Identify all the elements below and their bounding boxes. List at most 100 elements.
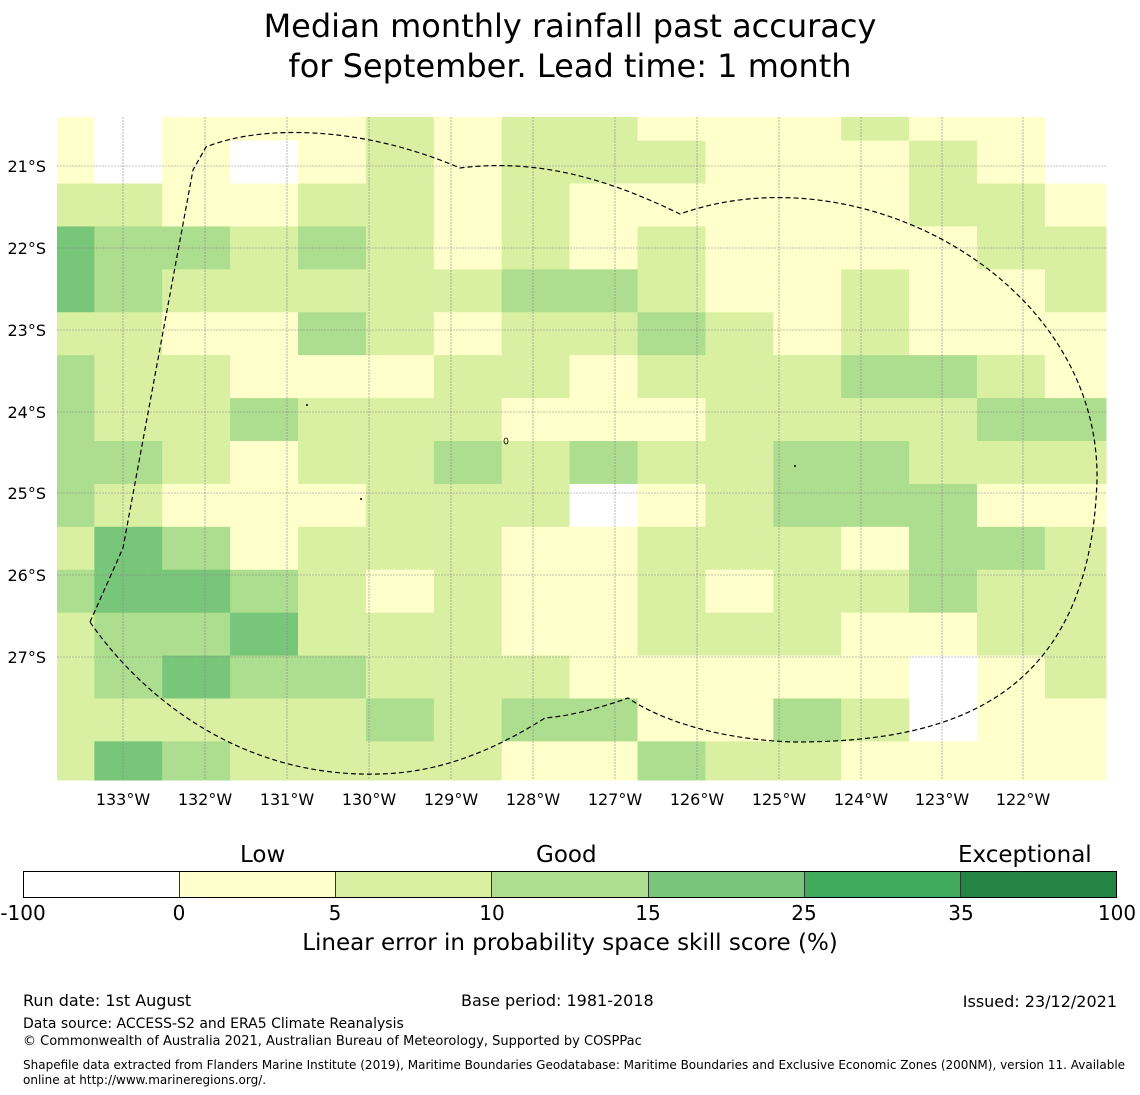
skill-grid-cell bbox=[705, 117, 774, 142]
skill-grid-cell bbox=[365, 398, 435, 442]
skill-grid-cell bbox=[705, 526, 774, 571]
skill-grid-cell bbox=[365, 312, 435, 356]
eez-boundary bbox=[89, 131, 1098, 775]
skill-grid-cell bbox=[298, 183, 367, 227]
skill-grid-cell bbox=[569, 140, 639, 185]
skill-grid-cell bbox=[57, 355, 95, 399]
skill-grid-cell bbox=[501, 483, 571, 528]
skill-grid-cell bbox=[1044, 269, 1107, 313]
shapefile-credit-line-2: online at http://www.marineregions.org/. bbox=[23, 1073, 267, 1087]
skill-grid-cell bbox=[162, 398, 231, 442]
longitude-label: 130°W bbox=[342, 790, 397, 809]
skill-grid-cell bbox=[298, 526, 367, 571]
skill-grid-cell bbox=[637, 312, 706, 356]
skill-grid-cell bbox=[298, 698, 367, 742]
latitude-labels: 21°S 22°S 23°S 24°S 25°S 26°S 27°S bbox=[7, 157, 46, 667]
skill-grid-cell bbox=[705, 140, 774, 185]
skill-grid-cell bbox=[230, 140, 299, 185]
skill-grid-cell bbox=[94, 117, 163, 142]
latitude-label: 22°S bbox=[7, 239, 46, 258]
skill-grid-cell bbox=[298, 569, 367, 614]
skill-grid-cell bbox=[841, 440, 910, 485]
skill-grid-cell bbox=[230, 183, 299, 227]
skill-grid-cell bbox=[365, 440, 435, 485]
skill-grid-cell bbox=[94, 655, 163, 699]
skill-grid-cell bbox=[94, 741, 163, 781]
skill-grid-cell bbox=[705, 398, 774, 442]
skill-grid-cell bbox=[1044, 526, 1107, 571]
skill-grid-cell bbox=[94, 569, 163, 614]
skill-grid-cell bbox=[230, 741, 299, 781]
skill-grid-cell bbox=[298, 655, 367, 699]
skill-grid-cell bbox=[569, 312, 639, 356]
map-title-line-2: for September. Lead time: 1 month bbox=[288, 47, 852, 85]
skill-grid-cell bbox=[773, 483, 842, 528]
colorbar bbox=[23, 871, 1117, 898]
skill-grid-cell bbox=[976, 140, 1046, 185]
colorbar-tick: 10 bbox=[479, 901, 505, 925]
colorbar-tick: 0 bbox=[172, 901, 186, 925]
skill-grid-cell bbox=[976, 526, 1046, 571]
skill-grid-cell bbox=[162, 526, 231, 571]
skill-grid-cell bbox=[1044, 440, 1107, 485]
skill-grid-cell bbox=[841, 741, 910, 781]
skill-grid-cell bbox=[94, 355, 163, 399]
skill-grid-cell bbox=[365, 698, 435, 742]
skill-grid-cell bbox=[773, 269, 842, 313]
skill-grid-cell bbox=[569, 269, 639, 313]
skill-grid-cell bbox=[433, 183, 503, 227]
skill-grid-cell bbox=[976, 612, 1046, 657]
skill-grid-cell bbox=[773, 569, 842, 614]
skill-grid-cell bbox=[909, 140, 978, 185]
skill-grid-cell bbox=[976, 312, 1046, 356]
skill-grid-cell bbox=[909, 355, 978, 399]
colorbar-tick: 35 bbox=[948, 901, 974, 925]
skill-grid-cell bbox=[637, 569, 706, 614]
skill-grid-cell bbox=[433, 398, 503, 442]
skill-grid-cell bbox=[433, 117, 503, 142]
skill-grid-cell bbox=[841, 355, 910, 399]
skill-grid-cell bbox=[773, 117, 842, 142]
longitude-label: 133°W bbox=[96, 790, 151, 809]
colorbar-tick: 5 bbox=[328, 901, 342, 925]
skill-grid-cell bbox=[230, 269, 299, 313]
skill-grid-cell bbox=[230, 569, 299, 614]
skill-grid-cell bbox=[569, 483, 639, 528]
issued-date: Issued: 23/12/2021 bbox=[962, 992, 1117, 1011]
skill-grid-cell bbox=[298, 741, 367, 781]
longitude-label: 126°W bbox=[670, 790, 725, 809]
skill-grid-cell bbox=[162, 440, 231, 485]
skill-grid-cell bbox=[569, 355, 639, 399]
skill-grid-cell bbox=[298, 398, 367, 442]
skill-grid-cell bbox=[569, 655, 639, 699]
skill-grid-cell bbox=[365, 612, 435, 657]
skill-grid-cell bbox=[637, 355, 706, 399]
skill-grid-cell bbox=[433, 569, 503, 614]
skill-grid-cell bbox=[1044, 355, 1107, 399]
skill-grid-cell bbox=[909, 440, 978, 485]
skill-grid-cell bbox=[57, 183, 95, 227]
skill-grid-cell bbox=[569, 698, 639, 742]
skill-grid-cell bbox=[57, 741, 95, 781]
skill-grid-cell bbox=[976, 117, 1046, 142]
skill-grid-cell bbox=[773, 398, 842, 442]
skill-grid-cell bbox=[365, 269, 435, 313]
skill-grid-cell bbox=[773, 526, 842, 571]
skill-grid-cell bbox=[909, 612, 978, 657]
skill-grid-cell bbox=[365, 483, 435, 528]
skill-grid-cell bbox=[365, 140, 435, 185]
skill-grid-cell bbox=[433, 483, 503, 528]
skill-grid-cell bbox=[1044, 117, 1107, 142]
skill-grid-cell bbox=[501, 140, 571, 185]
colorbar-label: Linear error in probability space skill … bbox=[302, 930, 838, 956]
skill-grid-cell bbox=[637, 612, 706, 657]
longitude-label: 123°W bbox=[915, 790, 970, 809]
skill-grid-cell bbox=[773, 355, 842, 399]
skill-grid-cell bbox=[230, 612, 299, 657]
skill-grid-cell bbox=[1044, 398, 1107, 442]
skill-grid-cell bbox=[94, 440, 163, 485]
skill-grid-cell bbox=[637, 741, 706, 781]
skill-grid-cell bbox=[501, 655, 571, 699]
skill-grid-cell bbox=[94, 526, 163, 571]
longitude-label: 127°W bbox=[588, 790, 643, 809]
